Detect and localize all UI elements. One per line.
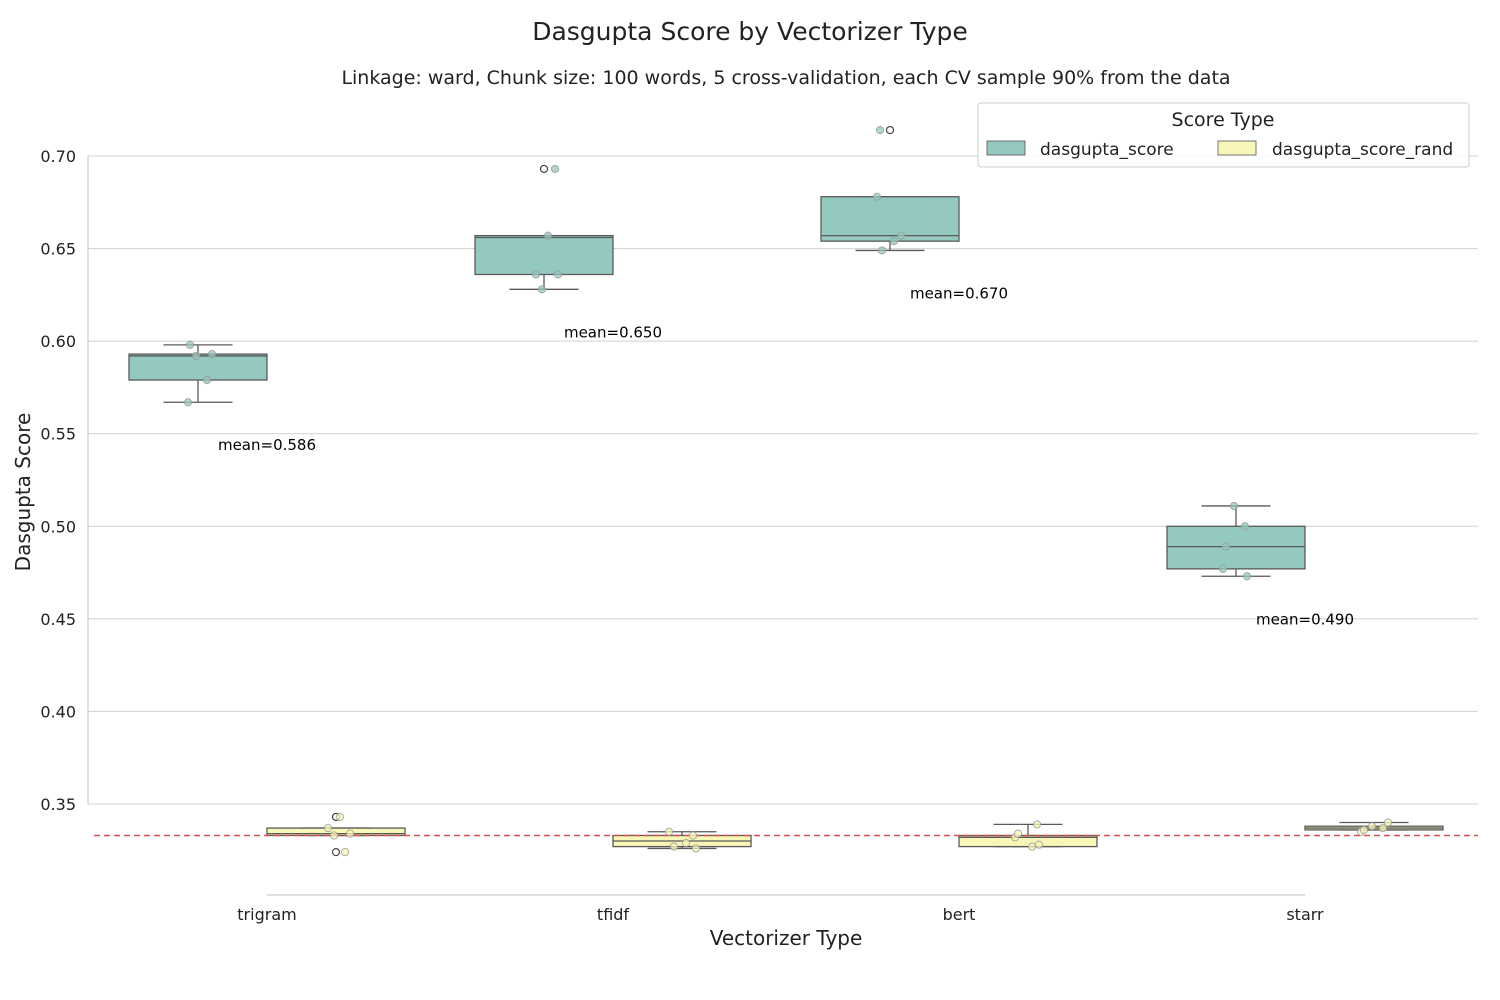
point-dasgupta-score-tfidf-4 (550, 164, 560, 174)
point-dasgupta-score-bert-3 (872, 192, 882, 201)
mean-label-bert: mean=0.670 (910, 284, 1008, 302)
y-tick-label-0-70: 0.70 (40, 147, 76, 166)
point-dasgupta-score-bert-4 (875, 125, 885, 135)
y-axis-label: Dasgupta Score (11, 413, 35, 572)
legend-title: Score Type (1172, 109, 1275, 131)
outlier-dasgupta-score-tfidf-0 (539, 164, 549, 174)
mean-label-trigram: mean=0.586 (218, 436, 316, 454)
point-dasgupta-score-bert-0 (877, 246, 887, 255)
point-dasgupta-score-tfidf-1 (553, 270, 563, 279)
chart-title: Dasgupta Score by Vectorizer Type (532, 17, 968, 46)
outlier-dasgupta-score-rand-trigram-0 (331, 848, 341, 857)
x-tick-label-bert: bert (943, 905, 976, 924)
y-tick-label-0-40: 0.40 (40, 702, 76, 721)
box-dasgupta-score-bert (820, 196, 960, 242)
legend-frame (977, 102, 1470, 168)
x-axis-label: Vectorizer Type (710, 926, 863, 950)
x-tick-label-starr: starr (1286, 905, 1324, 924)
point-dasgupta-score-rand-bert-1 (1034, 840, 1044, 849)
point-dasgupta-score-rand-tfidf-4 (664, 827, 674, 836)
point-dasgupta-score-starr-4 (1229, 501, 1239, 511)
box-dasgupta-score-trigram (128, 353, 268, 381)
box-dasgupta-score-tfidf (474, 234, 614, 276)
point-dasgupta-score-trigram-3 (207, 350, 217, 359)
box-plots (128, 196, 1444, 850)
point-dasgupta-score-rand-bert-4 (1032, 820, 1042, 829)
chart-subtitle: Linkage: ward, Chunk size: 100 words, 5 … (341, 67, 1230, 89)
point-dasgupta-score-trigram-2 (191, 351, 201, 361)
x-tick-label-trigram: trigram (237, 905, 296, 924)
point-dasgupta-score-trigram-1 (202, 375, 212, 385)
point-dasgupta-score-rand-starr-3 (1367, 822, 1377, 831)
point-dasgupta-score-trigram-0 (183, 398, 193, 407)
point-dasgupta-score-tfidf-0 (537, 285, 547, 294)
point-dasgupta-score-rand-bert-3 (1013, 829, 1023, 838)
point-dasgupta-score-starr-3 (1240, 522, 1250, 531)
point-dasgupta-score-rand-starr-2 (1378, 823, 1388, 833)
point-dasgupta-score-starr-2 (1221, 542, 1231, 551)
outlier-dasgupta-score-bert-0 (885, 125, 895, 135)
y-tick-label-0-50: 0.50 (40, 517, 76, 536)
point-dasgupta-score-rand-starr-1 (1359, 825, 1369, 835)
legend-swatch-dasgupta-score (986, 140, 1026, 156)
y-tick-label-0-60: 0.60 (40, 332, 76, 351)
point-dasgupta-score-rand-trigram-0 (340, 848, 350, 857)
point-dasgupta-score-rand-trigram-4 (335, 812, 345, 822)
mean-label-starr: mean=0.490 (1256, 610, 1354, 628)
point-dasgupta-score-rand-trigram-2 (345, 829, 355, 838)
point-dasgupta-score-trigram-4 (185, 340, 195, 349)
data-points (183, 125, 1393, 857)
point-dasgupta-score-rand-starr-4 (1383, 818, 1393, 827)
legend-swatch-dasgupta-score-rand (1217, 140, 1257, 156)
point-dasgupta-score-tfidf-3 (543, 231, 553, 240)
point-dasgupta-score-rand-tfidf-2 (681, 838, 691, 847)
box-dasgupta-score-starr (1166, 525, 1306, 570)
y-tick-label-0-55: 0.55 (40, 425, 76, 444)
y-tick-label-0-65: 0.65 (40, 240, 76, 259)
x-tick-label-tfidf: tfidf (597, 905, 630, 924)
point-dasgupta-score-tfidf-2 (531, 270, 541, 279)
legend-label-dasgupta-score: dasgupta_score (1040, 140, 1174, 160)
point-dasgupta-score-rand-tfidf-1 (669, 842, 679, 851)
legend: Score Type dasgupta_score dasgupta_score… (977, 102, 1470, 168)
mean-labels: mean=0.586 mean=0.650 mean=0.670 mean=0.490 (218, 284, 1354, 628)
point-dasgupta-score-rand-tfidf-3 (688, 831, 698, 840)
point-dasgupta-score-starr-1 (1218, 564, 1228, 573)
legend-label-dasgupta-score-rand: dasgupta_score_rand (1272, 140, 1453, 160)
point-dasgupta-score-starr-0 (1242, 572, 1252, 581)
y-tick-label-0-45: 0.45 (40, 610, 76, 629)
point-dasgupta-score-rand-bert-0 (1027, 842, 1037, 851)
grid-lines (88, 155, 1478, 805)
mean-label-tfidf: mean=0.650 (564, 323, 662, 341)
y-tick-label-0-35: 0.35 (40, 795, 76, 814)
axes: 0.70 0.65 0.60 0.55 0.50 0.45 0.40 0.35 trigram t… (40, 147, 1324, 924)
point-dasgupta-score-bert-1 (889, 237, 899, 246)
point-dasgupta-score-rand-tfidf-0 (691, 844, 701, 853)
point-dasgupta-score-rand-trigram-3 (323, 823, 333, 833)
point-dasgupta-score-rand-trigram-1 (329, 831, 339, 840)
point-dasgupta-score-bert-2 (896, 231, 906, 240)
